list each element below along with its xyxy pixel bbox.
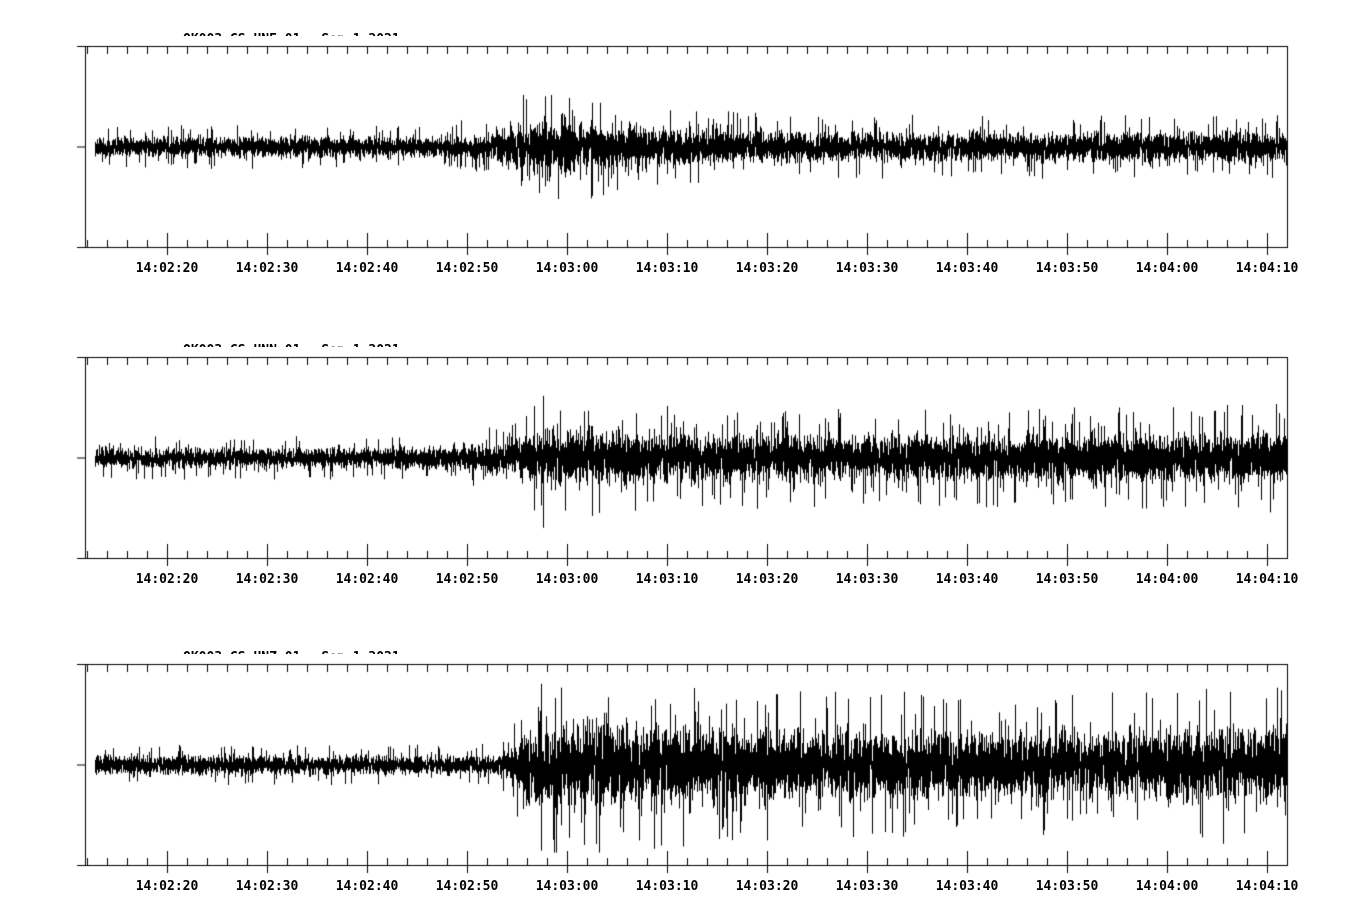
x-tick-label: 14:03:50: [1035, 261, 1099, 276]
x-tick-label: 14:02:40: [335, 261, 399, 276]
x-tick-label: 14:03:40: [935, 879, 999, 894]
x-tick-label: 14:04:00: [1135, 572, 1199, 587]
x-tick-label: 14:03:30: [835, 261, 899, 276]
waveform-canvas-hnz: [0, 654, 1358, 894]
x-axis-labels: 14:02:20 14:02:30 14:02:40 14:02:50 14:03:00…: [0, 572, 1358, 588]
x-tick-label: 14:02:30: [235, 572, 299, 587]
x-tick-label: 14:02:50: [435, 261, 499, 276]
x-tick-label: 14:03:10: [635, 879, 699, 894]
x-tick-label: 14:03:30: [835, 572, 899, 587]
x-tick-label: 14:02:40: [335, 879, 399, 894]
x-tick-label: 14:03:30: [835, 879, 899, 894]
x-tick-label: 14:04:10: [1235, 572, 1299, 587]
x-tick-label: 14:03:10: [635, 572, 699, 587]
seismogram-plot-hnz: OK003_GS_HNZ_01Sep 1,2021 1.584 cm/sec/s…: [0, 650, 1358, 900]
x-tick-label: 14:02:20: [135, 261, 199, 276]
x-tick-label: 14:03:20: [735, 572, 799, 587]
x-tick-label: 14:02:50: [435, 879, 499, 894]
waveform-canvas-hne: [0, 36, 1358, 276]
x-tick-label: 14:03:40: [935, 572, 999, 587]
x-tick-label: 14:03:50: [1035, 879, 1099, 894]
x-tick-label: 14:04:00: [1135, 261, 1199, 276]
x-tick-label: 14:03:10: [635, 261, 699, 276]
x-tick-label: 14:03:00: [535, 879, 599, 894]
x-axis-labels: 14:02:20 14:02:30 14:02:40 14:02:50 14:03:00…: [0, 261, 1358, 277]
waveform-canvas-hnn: [0, 347, 1358, 587]
x-tick-label: 14:02:40: [335, 572, 399, 587]
x-tick-label: 14:02:30: [235, 261, 299, 276]
x-tick-label: 14:02:30: [235, 879, 299, 894]
x-tick-label: 14:03:40: [935, 261, 999, 276]
x-tick-label: 14:04:10: [1235, 261, 1299, 276]
x-tick-label: 14:03:50: [1035, 572, 1099, 587]
x-tick-label: 14:02:20: [135, 879, 199, 894]
seismogram-plot-hnn: OK003_GS_HNN_01Sep 1,2021 1.584 cm/sec/s…: [0, 343, 1358, 593]
x-tick-label: 14:02:50: [435, 572, 499, 587]
x-tick-label: 14:02:20: [135, 572, 199, 587]
x-tick-label: 14:03:00: [535, 261, 599, 276]
x-tick-label: 14:04:10: [1235, 879, 1299, 894]
x-tick-label: 14:04:00: [1135, 879, 1199, 894]
x-tick-label: 14:03:20: [735, 261, 799, 276]
seismogram-plot-hne: OK003_GS_HNE_01Sep 1,2021 1.584 cm/sec/s…: [0, 32, 1358, 282]
x-tick-label: 14:03:20: [735, 879, 799, 894]
x-tick-label: 14:03:00: [535, 572, 599, 587]
x-axis-labels: 14:02:20 14:02:30 14:02:40 14:02:50 14:03:00…: [0, 879, 1358, 895]
